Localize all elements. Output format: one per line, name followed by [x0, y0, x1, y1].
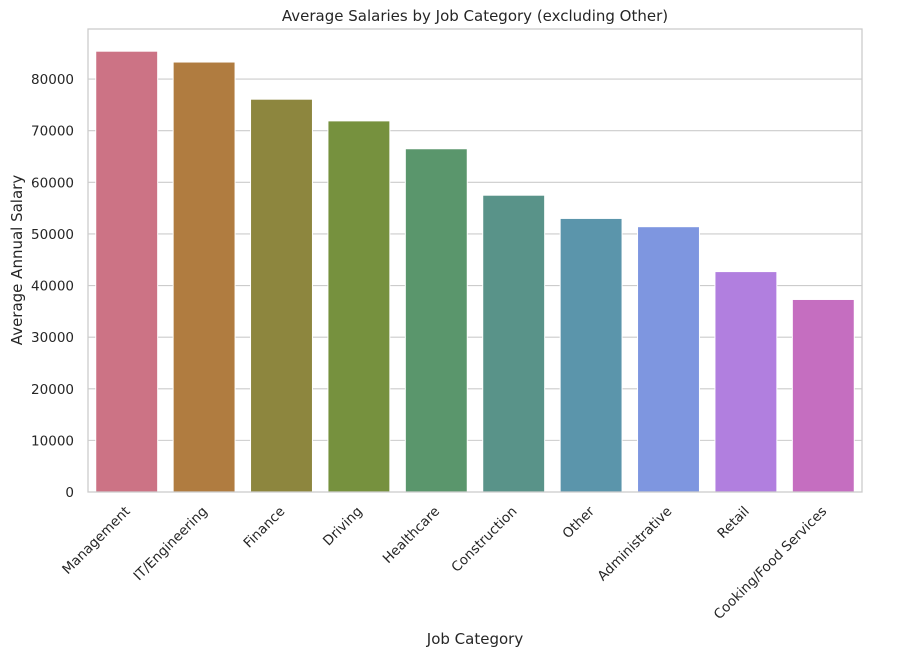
- y-tick-label: 50000: [31, 227, 74, 243]
- chart-title: Average Salaries by Job Category (exclud…: [282, 7, 668, 25]
- y-tick-label: 0: [65, 485, 74, 501]
- y-tick-label: 20000: [31, 382, 74, 398]
- bar-it-engineering: [172, 61, 236, 493]
- y-tick-label: 70000: [31, 124, 74, 140]
- plot-frame: [87, 28, 863, 493]
- x-tick-label: Construction: [448, 504, 520, 576]
- bar-construction: [482, 194, 546, 493]
- y-tick-label: 40000: [31, 279, 74, 295]
- bar-healthcare: [404, 148, 468, 493]
- x-tick-label: Other: [560, 503, 599, 542]
- bar-other: [559, 217, 623, 493]
- x-tick-label: IT/Engineering: [130, 504, 210, 584]
- y-tick-labels: 0 10000 20000 30000 40000 50000 60000 70000 8000…: [31, 72, 74, 501]
- y-tick-label: 10000: [31, 433, 74, 449]
- bar-cooking-food-services: [791, 298, 855, 493]
- bar-retail: [714, 271, 778, 493]
- y-tick-label: 60000: [31, 175, 74, 191]
- y-axis-label: Average Annual Salary: [8, 175, 26, 346]
- x-tick-label: Finance: [240, 504, 288, 552]
- y-tick-label: 80000: [31, 72, 74, 88]
- bar-driving: [327, 120, 391, 493]
- bar-finance: [250, 98, 313, 493]
- x-axis-label: Job Category: [426, 630, 524, 648]
- bar-administrative: [637, 226, 700, 493]
- x-tick-label: Healthcare: [380, 504, 443, 567]
- bars: [95, 50, 855, 493]
- x-tick-label: Administrative: [595, 504, 676, 585]
- x-tick-label: Management: [59, 504, 133, 578]
- x-tick-label: Driving: [320, 504, 366, 550]
- bar-management: [95, 50, 159, 493]
- x-tick-label: Retail: [714, 504, 752, 542]
- y-tick-label: 30000: [31, 330, 74, 346]
